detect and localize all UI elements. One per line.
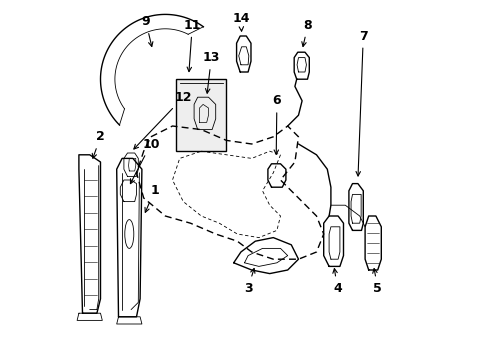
Text: 9: 9: [141, 15, 153, 46]
Text: 10: 10: [130, 138, 159, 184]
Text: 8: 8: [301, 19, 311, 46]
Text: 1: 1: [145, 184, 159, 212]
Text: 6: 6: [272, 94, 281, 154]
Text: 14: 14: [232, 12, 249, 31]
Text: 3: 3: [244, 269, 254, 294]
Text: 11: 11: [183, 19, 201, 72]
FancyBboxPatch shape: [176, 79, 226, 151]
Text: 2: 2: [92, 130, 104, 158]
Text: 13: 13: [203, 51, 220, 93]
Text: 12: 12: [134, 91, 192, 149]
Text: 4: 4: [332, 269, 341, 294]
Text: 7: 7: [355, 30, 367, 176]
Text: 5: 5: [372, 269, 381, 294]
